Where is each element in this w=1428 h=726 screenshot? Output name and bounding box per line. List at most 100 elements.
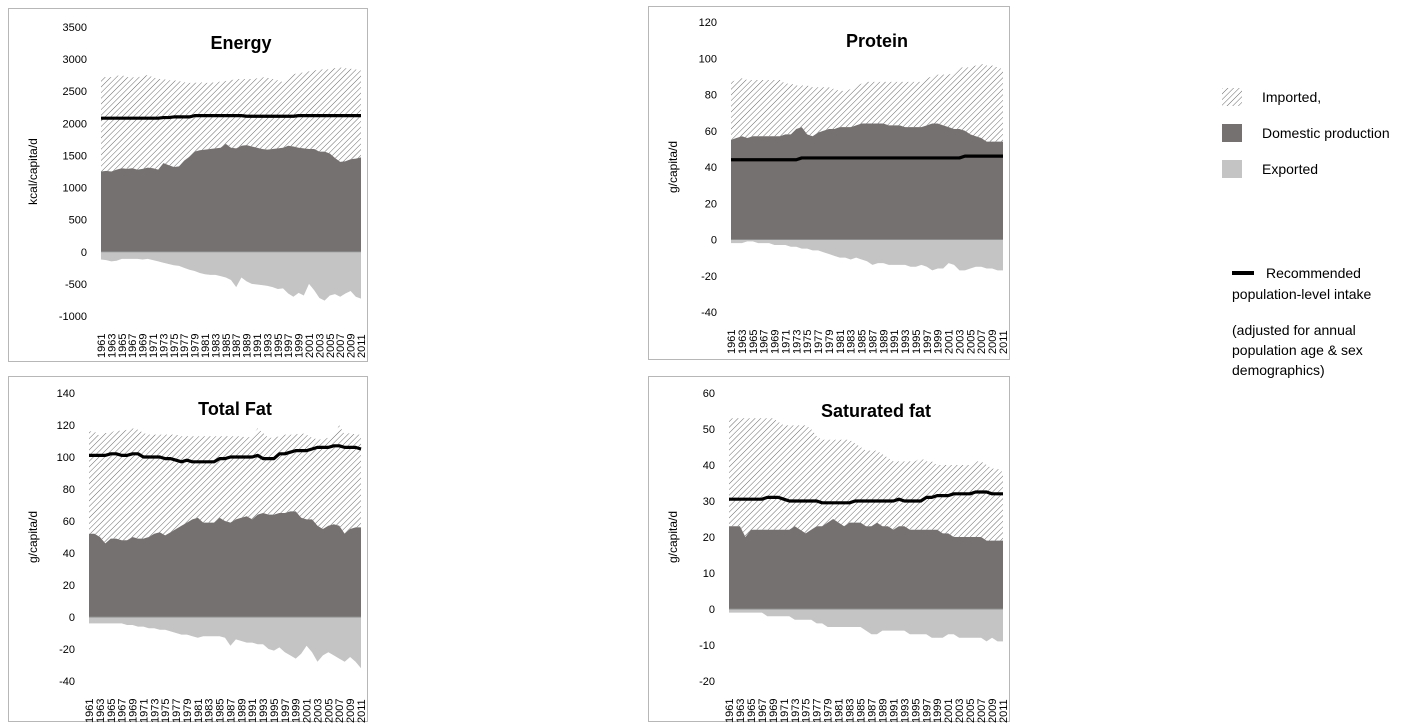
legend-item-exported: Exported bbox=[1222, 158, 1318, 180]
x-tick-label: 2001 bbox=[944, 330, 956, 354]
line-recommended-intake bbox=[731, 154, 1003, 162]
legend-label-imported: Imported, bbox=[1262, 89, 1322, 105]
y-tick-label: -20 bbox=[699, 676, 715, 688]
y-tick-label: 120 bbox=[699, 17, 717, 29]
x-tick-label: 1989 bbox=[878, 330, 890, 354]
x-tick-label: 1981 bbox=[193, 699, 205, 723]
y-tick-label: 0 bbox=[81, 247, 87, 259]
chart-total-fat: -40 -20 0 20 40 60 80 100 120 140 1961 1963 1965 1967… bbox=[8, 376, 368, 723]
x-tick-label: 1977 bbox=[171, 699, 183, 723]
area-domestic-production bbox=[731, 123, 1003, 240]
x-tick-label: 1975 bbox=[169, 334, 181, 358]
x-tick-label: 1973 bbox=[791, 330, 803, 354]
x-tick-label: 1963 bbox=[737, 330, 749, 354]
legend-swatch-domestic bbox=[1222, 124, 1242, 142]
x-tick-label: 1979 bbox=[823, 699, 835, 723]
x-tick-label: 1981 bbox=[200, 334, 212, 358]
y-tick-label: 40 bbox=[703, 460, 715, 472]
x-tick-label: 1971 bbox=[148, 334, 160, 358]
y-tick-label: 100 bbox=[699, 53, 717, 65]
legend-label-recommended-2: population-level intake bbox=[1232, 286, 1372, 302]
x-tick-label: 1961 bbox=[726, 330, 738, 354]
x-tick-label: 1983 bbox=[204, 699, 216, 723]
x-tick-label: 1997 bbox=[280, 699, 292, 723]
x-tick-label: 1965 bbox=[746, 699, 758, 723]
x-tick-label: 1997 bbox=[283, 334, 295, 358]
x-tick-label: 1993 bbox=[262, 334, 274, 358]
x-tick-label: 1991 bbox=[247, 699, 259, 723]
x-tick-label: 1979 bbox=[182, 699, 194, 723]
x-tick-label: 1999 bbox=[294, 334, 306, 358]
y-tick-label: 0 bbox=[69, 612, 75, 624]
x-tick-label: 1989 bbox=[242, 334, 254, 358]
x-tick-label: 2009 bbox=[987, 699, 999, 723]
x-tick-label: 1987 bbox=[231, 334, 243, 358]
x-tick-label: 1999 bbox=[291, 699, 303, 723]
y-tick-label: 0 bbox=[711, 235, 717, 247]
x-tick-label: 1971 bbox=[779, 699, 791, 723]
x-tick-label: 1985 bbox=[856, 699, 868, 723]
x-tick-label: 2007 bbox=[976, 330, 988, 354]
x-tick-label: 1963 bbox=[95, 699, 107, 723]
chart-energy: -1000 -500 0 500 1000 1500 2000 2500 3000 3500 196… bbox=[8, 8, 368, 362]
area-exported bbox=[731, 239, 1003, 271]
x-tick-label: 1961 bbox=[84, 699, 96, 723]
y-axis-label: g/capita/d bbox=[26, 511, 40, 563]
x-tick-label: 2003 bbox=[954, 699, 966, 723]
y-tick-label: 2000 bbox=[63, 118, 87, 130]
x-tick-label: 1987 bbox=[225, 699, 237, 723]
y-tick-label: 40 bbox=[705, 162, 717, 174]
legend-note-3: demographics) bbox=[1232, 362, 1325, 378]
y-tick-label: 3500 bbox=[63, 22, 87, 34]
y-tick-label: 10 bbox=[703, 568, 715, 580]
x-tick-label: 2003 bbox=[954, 330, 966, 354]
x-tick-label: 1969 bbox=[138, 334, 150, 358]
x-tick-label: 1965 bbox=[106, 699, 118, 723]
x-tick-label: 1995 bbox=[910, 699, 922, 723]
y-tick-label: 50 bbox=[703, 424, 715, 436]
x-tick-label: 2005 bbox=[965, 330, 977, 354]
x-tick-label: 1995 bbox=[269, 699, 281, 723]
x-tick-label: 1973 bbox=[149, 699, 161, 723]
x-tick-label: 2001 bbox=[304, 334, 316, 358]
legend-label-exported: Exported bbox=[1262, 161, 1319, 177]
legend-swatch-imported bbox=[1222, 88, 1242, 106]
legend-label-domestic: Domestic production bbox=[1262, 125, 1390, 141]
legend-swatch-exported bbox=[1222, 160, 1242, 178]
x-tick-label: 1993 bbox=[900, 330, 912, 354]
x-tick-label: 1985 bbox=[221, 334, 233, 358]
y-tick-label: 1500 bbox=[63, 150, 87, 162]
area-domestic-production bbox=[89, 511, 361, 617]
line-recommended-intake bbox=[89, 444, 362, 464]
y-tick-label: 140 bbox=[57, 388, 75, 400]
chart-protein: -40 -20 0 20 40 60 80 100 120 1961 1963 1965 1967 196… bbox=[648, 6, 1010, 360]
x-tick-label: 2001 bbox=[943, 699, 955, 723]
y-tick-label: 1000 bbox=[63, 183, 87, 195]
legend-item-domestic: Domestic production bbox=[1222, 122, 1390, 144]
area-imported bbox=[731, 63, 1003, 142]
area-exported bbox=[729, 609, 1003, 642]
y-tick-label: 40 bbox=[63, 548, 75, 560]
x-tick-label: 1995 bbox=[911, 330, 923, 354]
x-tick-label: 1965 bbox=[748, 330, 760, 354]
chart-energy-svg: -1000 -500 0 500 1000 1500 2000 2500 3000 3500 196… bbox=[26, 22, 368, 358]
y-tick-label: -10 bbox=[699, 640, 715, 652]
y-tick-label: -40 bbox=[701, 307, 717, 319]
y-axis-label: g/capita/d bbox=[666, 141, 680, 193]
area-imported bbox=[101, 67, 361, 172]
x-tick-label: 1983 bbox=[846, 330, 858, 354]
y-tick-label: 500 bbox=[69, 215, 87, 227]
chart-total-fat-svg: -40 -20 0 20 40 60 80 100 120 140 1961196319651967… bbox=[26, 388, 368, 723]
y-tick-label: 100 bbox=[57, 452, 75, 464]
x-tick-label: 1963 bbox=[735, 699, 747, 723]
x-tick-label: 1961 bbox=[724, 699, 736, 723]
x-tick-label: 1987 bbox=[866, 699, 878, 723]
x-tick-label: 1999 bbox=[933, 330, 945, 354]
x-tick-label: 2009 bbox=[346, 334, 358, 358]
y-tick-label: 20 bbox=[63, 580, 75, 592]
x-tick-label: 1979 bbox=[190, 334, 202, 358]
x-tick-label: 2011 bbox=[356, 699, 368, 723]
y-tick-label: 80 bbox=[63, 484, 75, 496]
chart-title: Protein bbox=[846, 31, 908, 51]
y-tick-label: -20 bbox=[701, 271, 717, 283]
